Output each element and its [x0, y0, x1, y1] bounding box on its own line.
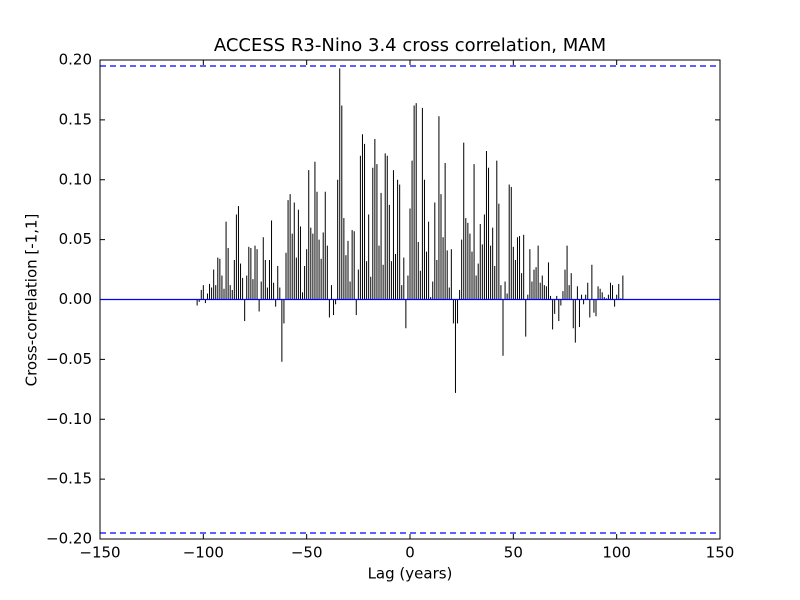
- y-axis-label: Cross-correlation [-1,1]: [23, 214, 41, 387]
- x-axis-label: Lag (years): [368, 565, 453, 583]
- x-tick-label: 0: [405, 544, 415, 562]
- chart-title: ACCESS R3-Nino 3.4 cross correlation, MA…: [214, 35, 606, 56]
- x-tick-label: 50: [504, 544, 523, 562]
- x-tick-label: −100: [183, 544, 224, 562]
- y-tick-label: 0.10: [59, 170, 92, 188]
- y-tick-label: 0.15: [59, 110, 92, 128]
- x-tick-label: 150: [706, 544, 735, 562]
- x-tick-label: 100: [602, 544, 631, 562]
- y-tick-label: 0.00: [59, 290, 92, 308]
- y-tick-label: 0.05: [59, 230, 92, 248]
- y-tick-label: −0.05: [46, 350, 92, 368]
- y-tick-label: −0.10: [46, 410, 92, 428]
- y-tick-label: −0.15: [46, 470, 92, 488]
- x-tick-label: −50: [291, 544, 323, 562]
- y-tick-label: −0.20: [46, 530, 92, 548]
- plot-frame: [99, 59, 721, 540]
- x-tick-label: −150: [79, 544, 120, 562]
- y-tick-label: 0.20: [59, 51, 92, 69]
